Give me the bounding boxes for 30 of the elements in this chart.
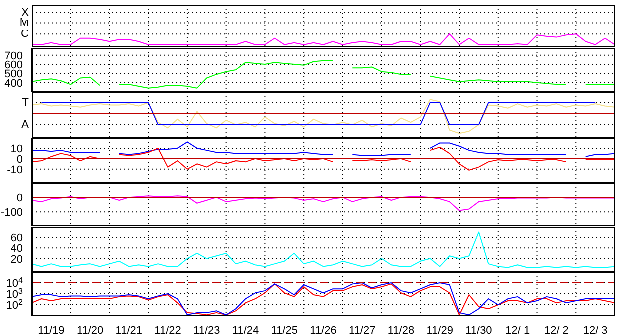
x-tick-label: 11/24 xyxy=(232,325,260,334)
x-tick-label: 11/19 xyxy=(38,325,65,334)
text: X xyxy=(22,6,29,20)
annotation: A xyxy=(22,118,29,132)
y-tick-label: 400 xyxy=(4,78,23,90)
y-tick-label: 600 xyxy=(4,60,23,72)
x-tick-label: 11/20 xyxy=(76,325,104,334)
x-tick-label: 11/28 xyxy=(388,325,415,334)
y-tick-label: -100 xyxy=(0,207,23,220)
x-tick-label: 11/27 xyxy=(349,325,376,334)
x-tick-label: 11/22 xyxy=(154,325,182,334)
x-tick-label: 12/ 2 xyxy=(544,325,569,334)
x-tick-label: 12/ 3 xyxy=(583,325,608,334)
x-tick-label: 11/26 xyxy=(310,325,337,334)
x-tick-label: 11/23 xyxy=(194,325,220,334)
y-tick-label: 60 xyxy=(10,232,23,245)
x-tick-label: 11/29 xyxy=(426,325,454,334)
y-tick-label: 20 xyxy=(10,254,23,266)
y-tick-label: 10$^{2}$ xyxy=(6,298,24,312)
y-tick-label: 10 xyxy=(10,143,23,156)
x-tick-label: 11/30 xyxy=(466,325,492,334)
line-series xyxy=(32,196,615,212)
y-tick-label: -10 xyxy=(7,164,23,176)
y-tick-label: 40 xyxy=(10,243,23,256)
x-tick-label: 12/ 1 xyxy=(506,325,530,334)
annotation: T xyxy=(22,96,29,110)
x-tick-label: 11/21 xyxy=(116,325,143,334)
x-tick-label: 11/25 xyxy=(271,325,298,334)
y-tick-label: 0 xyxy=(16,192,23,205)
y-tick-label: 0 xyxy=(16,154,23,166)
